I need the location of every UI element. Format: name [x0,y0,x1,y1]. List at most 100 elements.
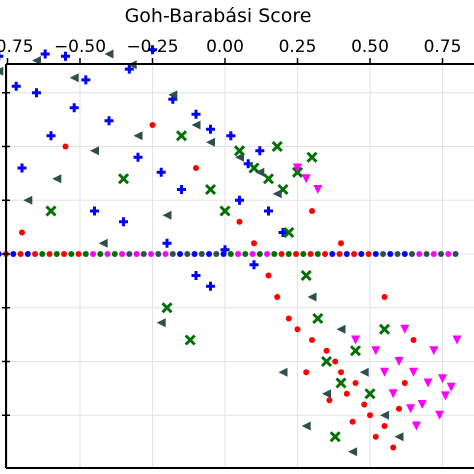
data-point [352,380,359,386]
data-point [148,45,157,55]
band-point [416,251,423,257]
data-point [255,167,265,177]
data-point [162,238,172,248]
data-point [361,401,368,408]
data-point [124,64,134,74]
band-point [75,251,82,257]
band-point [387,251,394,257]
band-point [278,251,285,257]
band-point [111,251,118,257]
band-point [46,251,53,257]
band-point [271,251,278,257]
band-point [82,251,89,257]
band-point [438,251,445,257]
band-point [300,251,307,257]
data-point [175,130,188,142]
x-tick-label: 0.50 [351,37,389,57]
band-point [307,251,314,257]
data-point [417,400,427,409]
data-point [104,49,114,59]
band-point [148,251,155,257]
data-point [17,163,27,173]
data-point [104,116,114,126]
data-point [309,208,315,214]
band-point [97,251,104,257]
data-point [283,226,295,239]
band-point [372,251,379,257]
band-point [293,251,300,257]
band-point [32,251,39,257]
band-point [169,251,176,257]
data-point [400,324,410,334]
band-point [358,251,365,257]
data-point [409,367,418,377]
data-point [394,432,404,442]
band-point [177,251,184,257]
data-point [235,195,244,205]
data-point [394,357,404,366]
data-point [156,167,166,177]
band-point [104,251,111,257]
band-point [119,251,126,257]
band-point [191,251,198,257]
data-point [40,49,50,59]
data-point [90,146,99,156]
data-point [390,444,397,451]
data-point [219,205,231,217]
data-point [271,140,283,153]
band-point [409,251,416,257]
data-point [293,163,302,173]
data-point [0,51,4,61]
data-point [61,51,70,61]
band-point [0,251,2,257]
data-point [381,423,388,429]
data-point [0,66,4,76]
band-point [17,251,24,257]
data-point [388,389,398,399]
data-point [446,382,456,392]
data-point [69,103,79,113]
data-point [278,367,288,377]
data-point [372,433,379,440]
band-point [343,251,350,257]
data-point [371,346,381,356]
data-point [359,367,369,377]
data-point [380,410,389,420]
data-point [265,272,272,279]
data-point [52,174,62,184]
data-point [320,355,333,368]
data-point [312,312,324,325]
data-point [396,405,402,412]
data-point [149,122,156,128]
data-point [313,185,323,194]
data-point [193,165,199,171]
data-point [206,281,215,291]
data-point [309,337,315,343]
band-point [256,251,263,257]
data-point [351,335,360,345]
band-point [452,251,459,257]
data-point [19,229,25,236]
data-point [90,206,99,216]
data-point [338,240,344,247]
band-point [336,251,343,257]
data-point [410,337,417,343]
data-point [274,294,281,300]
data-point [117,173,130,185]
band-point [322,251,329,257]
data-point [307,292,317,302]
data-point [168,90,178,100]
data-point [32,88,41,98]
data-point [32,56,41,65]
data-point [98,238,108,248]
band-point [24,251,31,257]
x-tick-label: −0.25 [126,37,178,57]
band-point [242,251,249,257]
data-point [348,447,358,457]
band-point [235,251,242,257]
data-point [380,367,389,377]
band-point [68,251,75,257]
data-point [303,369,310,376]
data-point [349,418,356,425]
data-point [162,210,172,220]
